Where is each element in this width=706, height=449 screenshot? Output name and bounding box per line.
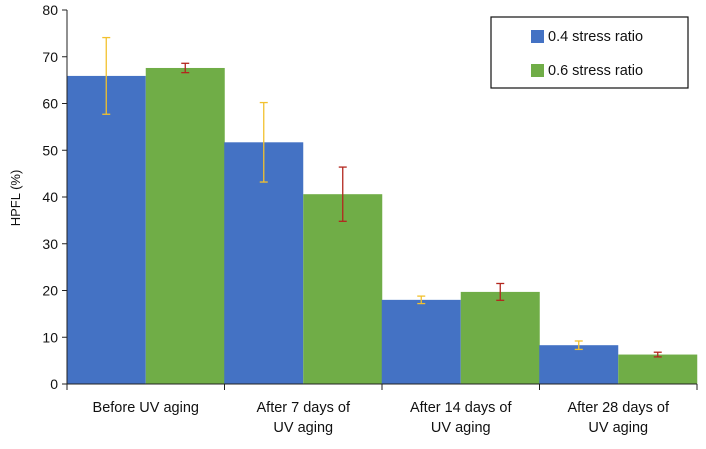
x-category-label: Before UV aging <box>93 400 199 416</box>
y-tick-label: 20 <box>42 283 58 299</box>
legend-swatch-s04 <box>531 30 544 43</box>
error-bar-s04-cat4 <box>574 340 583 351</box>
y-tick-label: 10 <box>42 329 58 345</box>
y-tick-label: 60 <box>42 96 58 112</box>
bar-s06-cat3 <box>460 291 540 384</box>
bar-s06-cat4 <box>618 354 698 384</box>
bars <box>66 67 698 384</box>
legend-label-s06: 0.6 stress ratio <box>548 63 643 79</box>
error-bar-s06-cat2 <box>338 166 347 222</box>
x-category-label-line: After 7 days of <box>257 400 351 416</box>
error-bar-s06-cat1 <box>181 62 190 74</box>
y-axis-label-group: HPFL (%) <box>8 170 23 227</box>
error-bar-s04-cat2 <box>259 101 268 183</box>
axes <box>66 10 698 390</box>
x-category-label: After 14 days of UV aging <box>410 400 513 436</box>
x-axis-labels: Before UV aging After 7 days of UV agingAf… <box>93 400 670 436</box>
legend-swatch-s06 <box>531 64 544 77</box>
x-category-label: After 7 days of UV aging <box>257 400 351 436</box>
error-bar-s06-cat3 <box>496 282 505 301</box>
x-category-label-line: After 14 days of <box>410 400 513 416</box>
bar-s04-cat4 <box>539 345 619 384</box>
error-bar-s06-cat4 <box>653 351 662 358</box>
legend-label-s04: 0.4 stress ratio <box>548 29 643 45</box>
y-tick-label: 40 <box>42 189 58 205</box>
legend: 0.4 stress ratio 0.6 stress ratio <box>490 16 689 89</box>
x-category-label-line: After 28 days of <box>567 400 670 416</box>
y-axis-ticks: 0 10 20 30 40 50 60 70 80 <box>42 2 67 392</box>
bar-s06-cat1 <box>145 67 225 384</box>
error-bar-s04-cat1 <box>102 36 111 115</box>
bar-s06-cat2 <box>303 194 383 384</box>
y-tick-label: 0 <box>50 376 58 392</box>
x-category-label-line: UV aging <box>431 420 491 436</box>
y-tick-label: 30 <box>42 236 58 252</box>
error-bar-s04-cat3 <box>417 295 426 305</box>
legend-box <box>490 16 689 89</box>
y-tick-label: 70 <box>42 49 58 65</box>
bar-s04-cat1 <box>66 75 146 384</box>
x-category-label-line: Before UV aging <box>93 400 199 416</box>
y-tick-label: 80 <box>42 2 58 18</box>
error-bars <box>102 36 662 358</box>
x-category-label: After 28 days of UV aging <box>567 400 670 436</box>
y-axis-label: HPFL (%) <box>8 170 23 227</box>
y-tick-label: 50 <box>42 142 58 158</box>
x-category-label-line: UV aging <box>588 420 648 436</box>
x-category-label-line: UV aging <box>273 420 333 436</box>
bar-s04-cat3 <box>381 299 461 384</box>
